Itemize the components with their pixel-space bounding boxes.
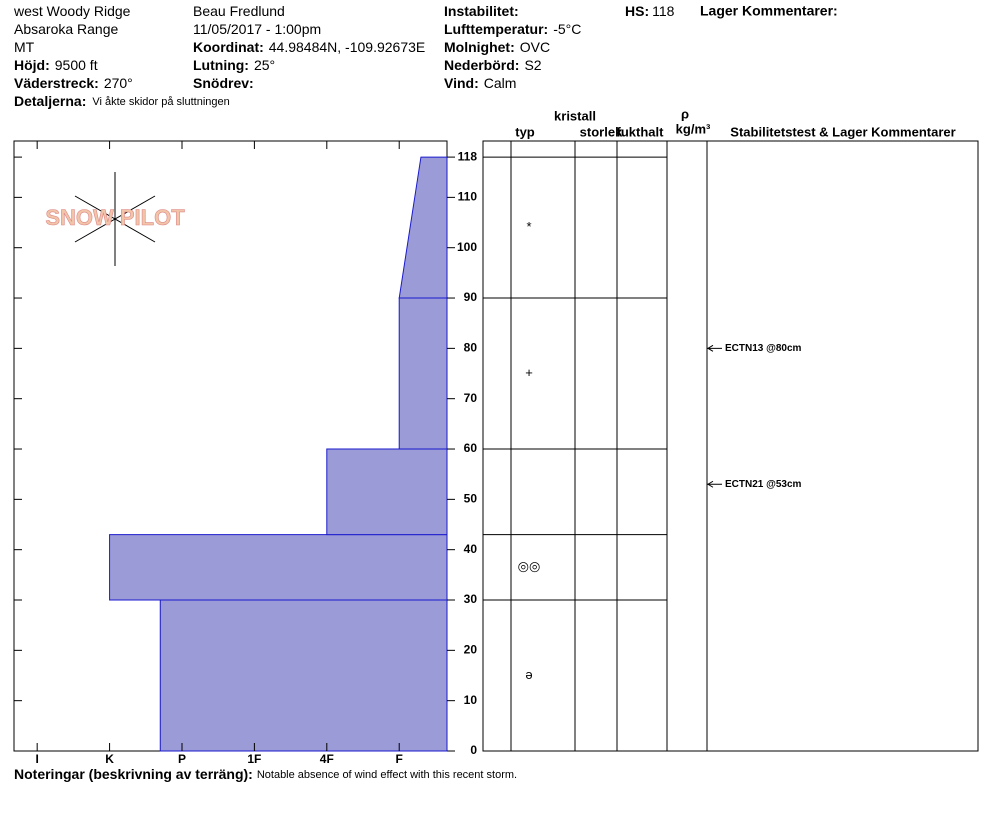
x-tick-label: 4F bbox=[320, 752, 334, 766]
hardness-layer bbox=[398, 297, 448, 450]
field-label: Lufttemperatur: bbox=[444, 21, 548, 37]
field-label: Snödrev: bbox=[193, 75, 254, 91]
test-label: ECTN13 @80cm bbox=[725, 343, 802, 354]
header-field: Vind: Calm bbox=[444, 75, 516, 91]
field-value: Calm bbox=[484, 75, 517, 91]
header-field: Koordinat: 44.98484N, -109.92673E bbox=[193, 39, 425, 55]
column-header: fukthalt bbox=[617, 124, 665, 139]
details-value: Vi åkte skidor på sluttningen bbox=[92, 96, 229, 108]
y-tick-label: 110 bbox=[458, 190, 478, 204]
field-value: 25° bbox=[254, 57, 275, 73]
logo bbox=[74, 172, 156, 266]
layer-comments: Lager Kommentarer: bbox=[700, 3, 838, 19]
header-field: Väderstreck: 270° bbox=[14, 75, 133, 91]
field-value: 44.98484N, -109.92673E bbox=[269, 39, 425, 55]
notes-value: Notable absence of wind effect with this… bbox=[257, 769, 517, 781]
field-value: 9500 ft bbox=[55, 57, 98, 73]
test-label: ECTN21 @53cm bbox=[725, 479, 802, 490]
logo-text: SNOW PILOT bbox=[45, 205, 185, 230]
field-label: Instabilitet: bbox=[444, 3, 519, 19]
grain-type: + bbox=[525, 365, 533, 380]
field-label: Nederbörd: bbox=[444, 57, 519, 73]
y-tick-label: 80 bbox=[464, 341, 478, 355]
details-label: Detaljerna: bbox=[14, 93, 86, 109]
header-field: Instabilitet: bbox=[444, 3, 519, 19]
hs-value: 118 bbox=[652, 3, 675, 19]
field-label: Koordinat: bbox=[193, 39, 264, 55]
x-tick-label: P bbox=[178, 752, 186, 766]
field-label: Lutning: bbox=[193, 57, 249, 73]
y-tick-label: 60 bbox=[464, 441, 478, 455]
y-tick-label: 0 bbox=[470, 743, 477, 757]
header-field: Molnighet: OVC bbox=[444, 39, 550, 55]
y-tick-label: 30 bbox=[464, 592, 478, 606]
header-field: Lutning: 25° bbox=[193, 57, 275, 73]
field-value: 11/05/2017 - 1:00pm bbox=[193, 21, 321, 37]
x-tick-label: K bbox=[105, 752, 114, 766]
grain-type: * bbox=[526, 219, 531, 234]
field-label: Väderstreck: bbox=[14, 75, 99, 91]
y-tick-label: 100 bbox=[457, 240, 477, 254]
layer-table-frame bbox=[482, 140, 979, 752]
hardness-layer bbox=[326, 448, 448, 536]
column-header: ρ bbox=[681, 106, 689, 121]
grain-type: ◎◎ bbox=[518, 559, 541, 574]
y-tick-label: 90 bbox=[464, 290, 478, 304]
header-field: Nederbörd: S2 bbox=[444, 57, 542, 73]
notes: Noteringar (beskrivning av terräng): Nota… bbox=[14, 766, 517, 782]
header-field: west Woody Ridge bbox=[13, 3, 131, 19]
y-tick-label: 40 bbox=[464, 542, 478, 556]
field-label: Vind: bbox=[444, 75, 479, 91]
header-field: MT bbox=[14, 39, 35, 55]
field-value: 270° bbox=[104, 75, 133, 91]
x-tick-label: I bbox=[35, 752, 38, 766]
field-value: OVC bbox=[520, 39, 550, 55]
hs: HS: 118 bbox=[625, 3, 675, 19]
x-tick-label: F bbox=[396, 752, 403, 766]
header-field: Lufttemperatur: -5°C bbox=[444, 21, 581, 37]
y-tick-label: 70 bbox=[464, 391, 478, 405]
header-field: Beau Fredlund bbox=[193, 3, 285, 19]
hardness-layer bbox=[109, 534, 448, 601]
test-arrowhead bbox=[707, 344, 714, 352]
y-tick-label: 118 bbox=[458, 149, 478, 163]
header-field: 11/05/2017 - 1:00pm bbox=[193, 21, 321, 37]
field-value: Absaroka Range bbox=[14, 21, 119, 37]
column-header: kristall bbox=[554, 108, 596, 123]
field-value: west Woody Ridge bbox=[13, 3, 131, 19]
y-tick-label: 10 bbox=[464, 693, 478, 707]
header-field: Höjd: 9500 ft bbox=[14, 57, 98, 73]
test-arrowhead bbox=[707, 480, 714, 488]
hardness-layer bbox=[159, 599, 448, 752]
field-label: Molnighet: bbox=[444, 39, 515, 55]
hs-label: HS: bbox=[625, 3, 649, 19]
column-header: Stabilitetstest & Lager Kommentarer bbox=[730, 124, 955, 139]
grain-type: ə bbox=[525, 667, 532, 682]
x-tick-label: 1F bbox=[247, 752, 261, 766]
field-value: MT bbox=[14, 39, 35, 55]
notes-label: Noteringar (beskrivning av terräng): bbox=[14, 766, 253, 782]
y-tick-label: 50 bbox=[464, 492, 478, 506]
field-value: S2 bbox=[524, 57, 541, 73]
y-tick-label: 20 bbox=[464, 643, 478, 657]
header-field: Snödrev: bbox=[193, 75, 254, 91]
header-field: Absaroka Range bbox=[14, 21, 119, 37]
column-header: typ bbox=[515, 124, 535, 139]
column-header: storlek bbox=[580, 124, 623, 139]
field-value: Beau Fredlund bbox=[193, 3, 285, 19]
details: Detaljerna: Vi åkte skidor på sluttningen bbox=[14, 93, 230, 109]
field-label: Höjd: bbox=[14, 57, 50, 73]
column-header: kg/m³ bbox=[676, 121, 711, 136]
hardness-layer bbox=[398, 156, 448, 299]
field-value: -5°C bbox=[553, 21, 581, 37]
